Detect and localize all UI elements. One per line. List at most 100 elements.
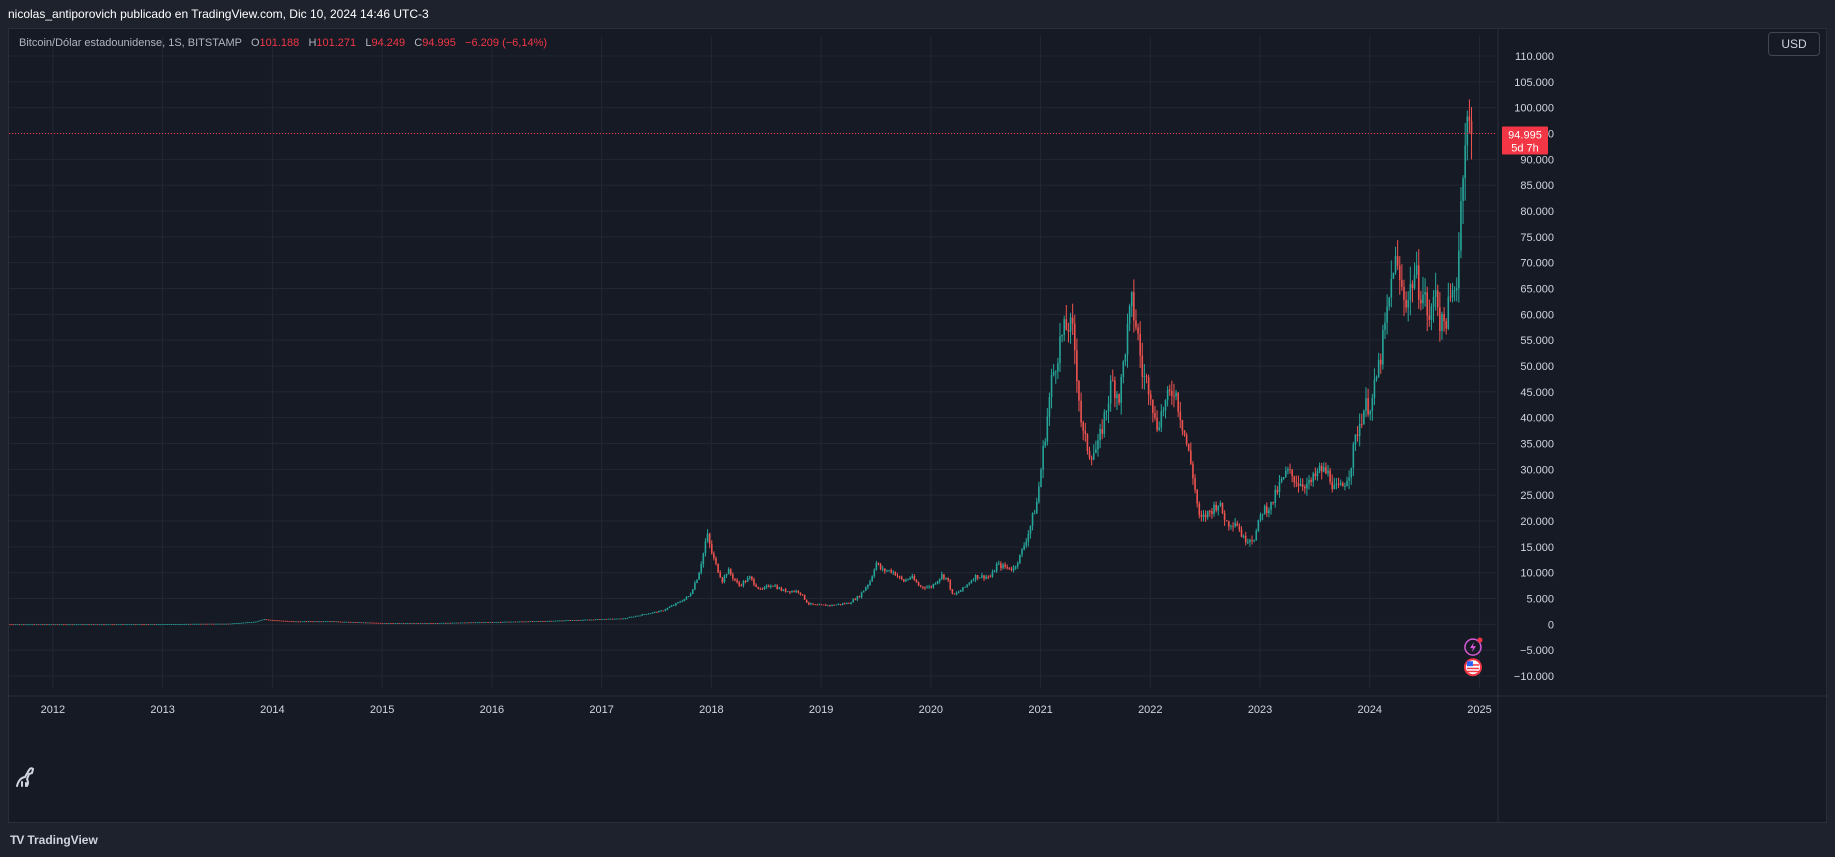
candle-body: [911, 576, 914, 578]
candle-body: [890, 570, 892, 573]
candle-body: [1426, 292, 1429, 316]
x-tick-label: 2021: [1028, 704, 1052, 716]
candle-body: [862, 590, 865, 593]
candle-body: [1358, 424, 1361, 436]
candle-body: [288, 621, 291, 622]
candle-body: [1200, 515, 1203, 517]
candle-body: [487, 622, 489, 623]
candle-body: [647, 613, 650, 615]
candle-body: [875, 562, 878, 570]
candle-body: [892, 571, 895, 573]
x-tick-label: 2019: [809, 704, 833, 716]
candle-body: [672, 605, 675, 606]
candle-body: [434, 623, 437, 624]
candle-body: [117, 624, 120, 626]
candle-body: [900, 576, 903, 580]
open-value: 101.188: [259, 37, 300, 49]
candle-body: [191, 623, 194, 625]
candle-body: [791, 590, 793, 593]
candle-body: [740, 585, 743, 587]
candle-body: [881, 568, 884, 570]
candle-body: [145, 624, 147, 626]
candle-body: [516, 621, 519, 623]
candle-body: [231, 623, 234, 625]
candle-body: [314, 621, 316, 623]
candle-body: [187, 623, 190, 625]
candle-body: [1293, 476, 1296, 483]
candle-body: [1312, 473, 1315, 482]
candle-body: [48, 624, 50, 626]
y-tick-label: 50.000: [1520, 361, 1554, 373]
candle-body: [103, 624, 105, 626]
candle-body: [1451, 290, 1454, 298]
candle-body: [567, 620, 570, 622]
candle-body: [1407, 300, 1410, 308]
candle-body: [307, 621, 310, 623]
tradingview-logo[interactable]: TV TradingView: [10, 823, 98, 857]
candle-body: [1373, 379, 1376, 398]
candle-body: [1099, 428, 1101, 441]
candle-body: [689, 593, 692, 597]
candle-body: [295, 621, 297, 623]
candle-body: [198, 623, 200, 625]
candle-body: [1120, 377, 1122, 403]
candle-body: [1354, 434, 1357, 445]
candle-body: [723, 575, 726, 582]
candle-body: [358, 622, 361, 624]
candle-body: [681, 601, 684, 602]
candle-body: [56, 624, 59, 626]
candle-body: [101, 624, 103, 626]
us-flag-icon[interactable]: [1463, 658, 1482, 677]
candle-body: [423, 622, 426, 624]
candle-body: [848, 602, 850, 604]
lightning-icon[interactable]: [1464, 637, 1483, 656]
candle-body: [588, 619, 591, 621]
dino-icon[interactable]: [13, 764, 39, 796]
candle-body: [1365, 398, 1367, 411]
candle-body: [73, 624, 76, 626]
candle-body: [683, 599, 686, 602]
y-tick-label: 35.000: [1520, 439, 1554, 451]
candle-body: [1280, 478, 1283, 482]
y-tick-label: 10.000: [1520, 568, 1554, 580]
candle-body: [759, 588, 762, 590]
candle-body: [134, 624, 137, 626]
candle-body: [1071, 317, 1074, 324]
y-tick-label: 55.000: [1520, 335, 1554, 347]
currency-button[interactable]: USD: [1768, 32, 1820, 56]
candle-body: [941, 574, 943, 579]
candle-body: [257, 620, 259, 622]
y-tick-label: 90.000: [1520, 154, 1554, 166]
candle-body: [472, 622, 475, 624]
candle-body: [1217, 505, 1220, 511]
candle-body: [736, 580, 738, 583]
candle-body: [856, 596, 859, 600]
candle-body: [729, 569, 732, 575]
chart-frame[interactable]: 110.000105.000100.00095.00090.00085.0008…: [8, 28, 1828, 824]
candle-body: [580, 620, 582, 621]
candle-body: [360, 622, 363, 624]
candle-body: [69, 624, 72, 626]
candle-body: [46, 624, 48, 626]
footer: TV TradingView: [0, 823, 1835, 857]
x-tick-label: 2017: [589, 704, 613, 716]
candle-body: [381, 622, 384, 624]
candles-group: [9, 99, 1473, 626]
candle-body: [1103, 412, 1106, 434]
candle-body: [978, 577, 981, 579]
candle-body: [607, 618, 610, 620]
candle-body: [1377, 359, 1380, 377]
candle-body: [1006, 566, 1009, 568]
candle-body: [548, 620, 551, 622]
candle-body: [1048, 396, 1051, 417]
price-chart[interactable]: 110.000105.000100.00095.00090.00085.0008…: [9, 29, 1828, 824]
candle-body: [782, 589, 785, 591]
candle-body: [179, 624, 181, 625]
candle-body: [620, 618, 622, 620]
candle-body: [181, 624, 183, 625]
candle-body: [453, 622, 456, 624]
candle-body: [1107, 403, 1110, 411]
candle-body: [1065, 319, 1068, 330]
candle-body: [1285, 470, 1287, 477]
candle-body: [10, 624, 12, 626]
